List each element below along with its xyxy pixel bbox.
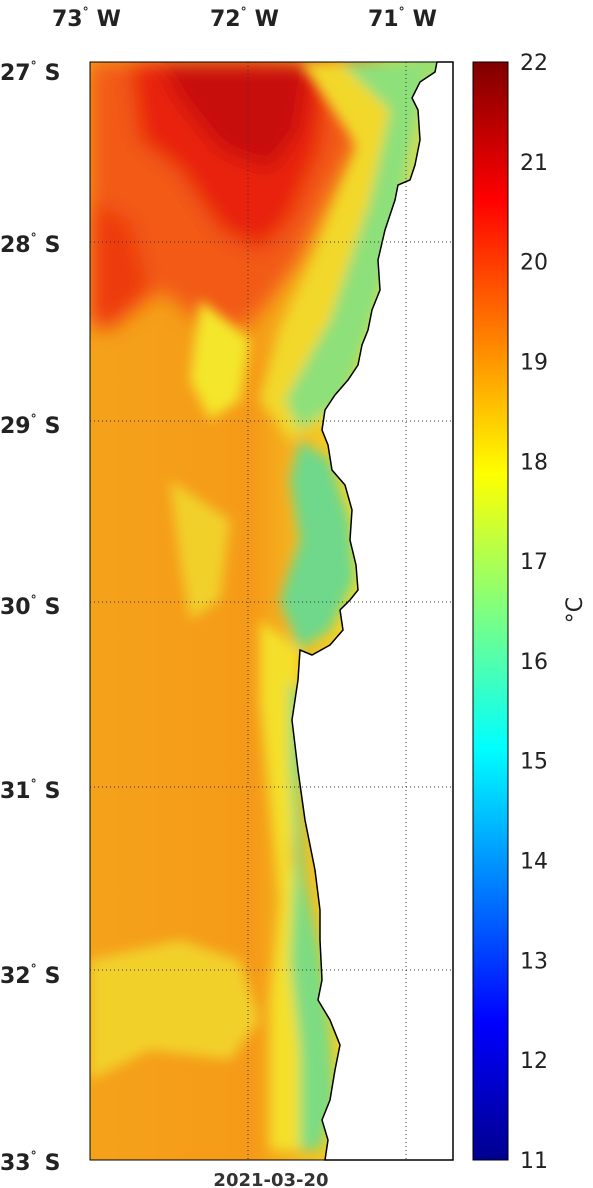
colorbar-tick-label: 16 <box>520 650 548 675</box>
colorbar-tick-label: 13 <box>520 949 548 974</box>
lat-label-28: 28° S <box>0 231 60 258</box>
colorbar-unit: °C <box>563 597 588 623</box>
map-date: 2021-03-20 <box>213 1170 328 1188</box>
lat-label-30: 30° S <box>0 593 60 620</box>
latitude-labels: 27° S 28° S 29° S 30° S 31° S 32° S 33° S <box>0 59 60 1176</box>
lat-label-33: 33° S <box>0 1149 60 1176</box>
graticule <box>90 62 453 1160</box>
colorbar-tick-label: 17 <box>520 550 548 575</box>
land-mask <box>291 61 454 1161</box>
colorbar-tick-label: 14 <box>520 850 548 875</box>
colorbar-tick-label: 21 <box>520 151 548 176</box>
lon-label-73: 73° W <box>52 5 121 32</box>
sst-warm-patches <box>90 62 380 330</box>
colorbar-ramp <box>472 61 509 1161</box>
colorbar-ticks: 22 21 20 19 18 17 16 15 14 13 12 11 <box>520 51 548 1174</box>
sst-cool-bands <box>90 62 430 1150</box>
colorbar-tick-label: 12 <box>520 1049 548 1074</box>
colorbar-tick-label: 11 <box>520 1149 548 1174</box>
longitude-labels: 73° W 72° W 71° W <box>52 5 437 32</box>
lat-label-31: 31° S <box>0 777 60 804</box>
map-frame <box>89 61 454 1161</box>
lon-label-72: 72° W <box>210 5 279 32</box>
colorbar-tick-label: 22 <box>520 51 548 76</box>
colorbar-tick-label: 18 <box>520 450 548 475</box>
lat-label-29: 29° S <box>0 412 60 439</box>
colorbar-tick-label: 19 <box>520 350 548 375</box>
colorbar: 22 21 20 19 18 17 16 15 14 13 12 11 °C <box>472 51 588 1174</box>
colorbar-tick-label: 20 <box>520 251 548 276</box>
lon-label-71: 71° W <box>368 5 437 32</box>
lat-label-27: 27° S <box>0 59 60 86</box>
colorbar-tick-label: 15 <box>520 750 548 775</box>
lat-label-32: 32° S <box>0 962 60 989</box>
